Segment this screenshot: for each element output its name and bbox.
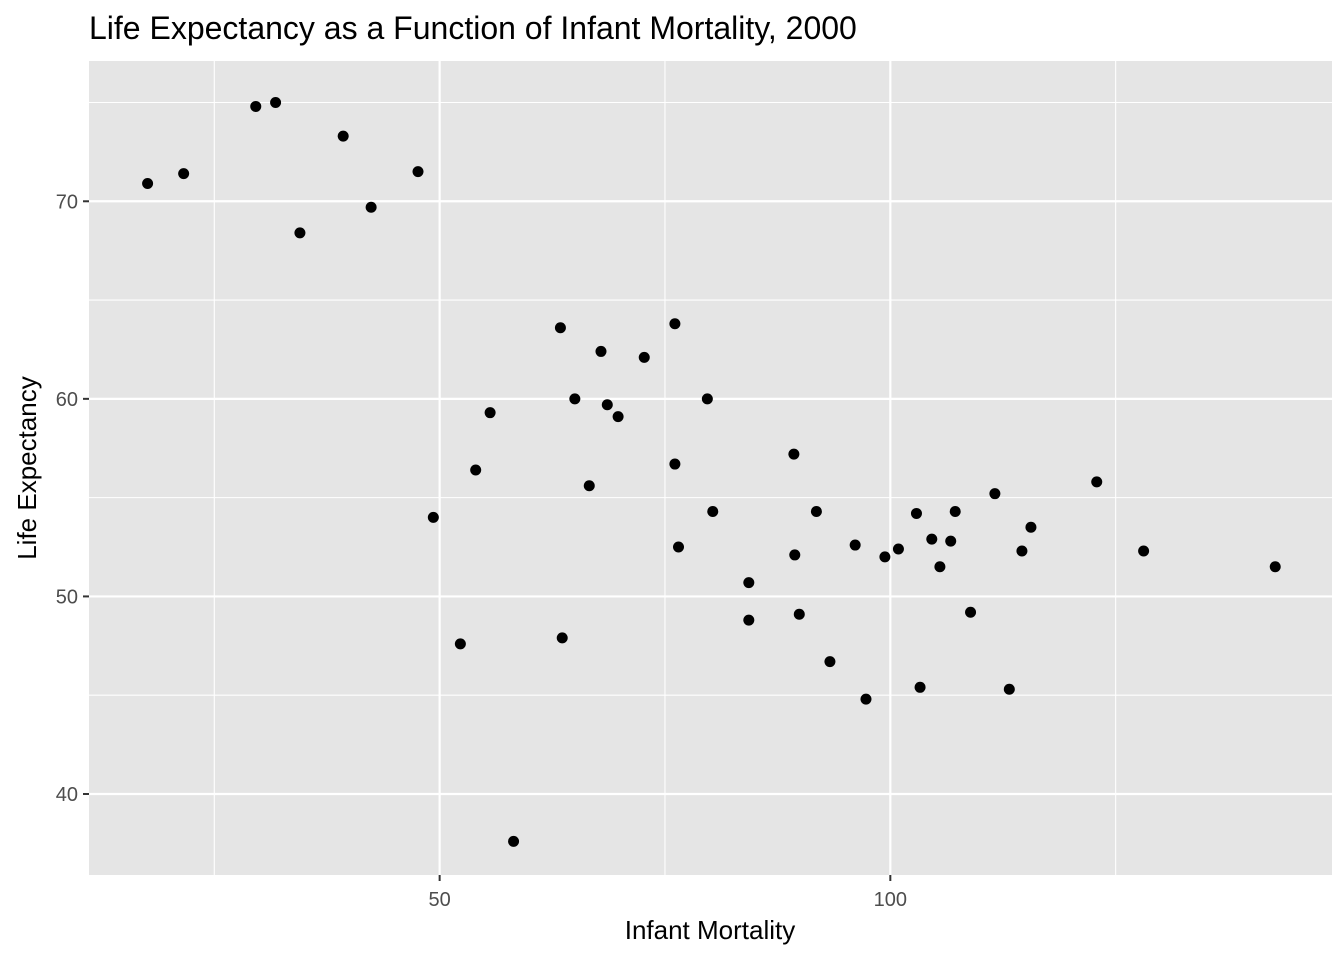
data-point [934,561,946,573]
data-point [945,535,957,547]
data-point [601,399,613,411]
y-axis: 40 50 60 70 [56,191,89,806]
major-gridlines [89,61,1332,875]
data-point [669,318,681,330]
x-axis-title: Infant Mortality [625,915,796,945]
data-point [1091,476,1103,488]
data-point [270,96,282,108]
data-point [743,577,755,589]
data-point [1003,683,1015,695]
data-point [612,411,624,423]
data-point [892,543,904,555]
x-axis: 50 100 [429,875,907,911]
data-point [1269,561,1281,573]
data-point [427,511,439,523]
data-point [914,681,926,693]
data-point [142,177,154,189]
data-point [365,201,377,213]
y-tick-label: 40 [56,784,78,806]
data-point [595,345,607,357]
data-point [989,488,1001,500]
data-point [554,322,566,334]
data-point [788,448,800,460]
data-points [142,96,1281,847]
data-point [860,693,872,705]
y-tick-label: 60 [56,389,78,411]
data-point [743,614,755,626]
data-point [638,351,650,363]
minor-gridlines [89,61,1332,875]
data-point [583,480,595,492]
data-point [701,393,713,405]
data-point [673,541,685,553]
data-point [470,464,482,476]
data-point [879,551,891,563]
x-tick-label: 100 [874,889,907,911]
data-point [965,606,977,618]
plot-panel [89,61,1332,875]
data-point [793,608,805,620]
data-point [250,100,262,112]
data-point [669,458,681,470]
data-point [508,835,520,847]
data-point [454,638,466,650]
data-point [337,130,349,142]
data-point [1138,545,1150,557]
data-point [294,227,306,239]
data-point [789,549,801,561]
data-point [949,505,961,517]
data-point [556,632,568,644]
data-point [849,539,861,551]
data-point [1025,521,1037,533]
data-point [810,505,822,517]
data-point [910,507,922,519]
chart-title: Life Expectancy as a Function of Infant … [89,10,857,46]
x-tick-label: 50 [429,889,451,911]
y-tick-label: 70 [56,191,78,213]
data-point [178,168,190,180]
data-point [1016,545,1028,557]
data-point [569,393,581,405]
data-point [824,656,836,668]
data-point [707,505,719,517]
data-point [926,533,938,545]
data-point [412,166,424,178]
y-tick-label: 50 [56,586,78,608]
y-axis-title: Life Expectancy [12,376,42,560]
data-point [484,407,496,419]
